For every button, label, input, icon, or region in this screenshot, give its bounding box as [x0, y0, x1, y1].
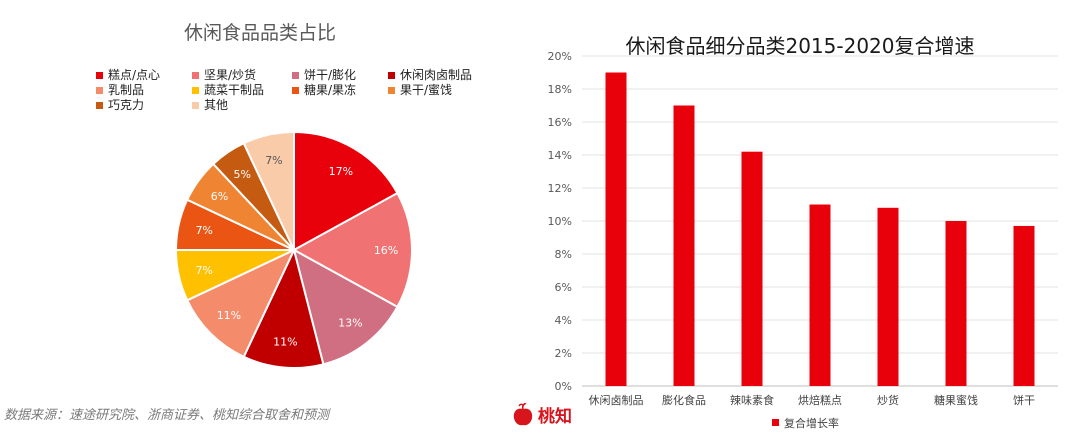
legend-item: 其他 — [192, 98, 228, 112]
pie-data-label: 7% — [265, 154, 282, 167]
pie-data-label: 17% — [329, 165, 353, 178]
bar — [605, 72, 627, 386]
bar-chart: 0% 2% 4% 6% 8% 10% 12% 14% 16% 18% 20% 休闲卤制品 膨化食品 辣味素… — [548, 50, 1058, 430]
legend-label: 饼干/膨化 — [304, 68, 357, 82]
bar — [877, 207, 899, 386]
y-tick-label: 0% — [555, 380, 572, 393]
pie-slice — [293, 130, 399, 252]
pie-chart: 17% 16% 13% 11% 11% 7% 7% 6% 5% 7% — [174, 130, 413, 369]
legend-swatch — [192, 86, 199, 94]
legend-label: 其他 — [204, 98, 229, 112]
x-tick-label: 糖果蜜饯 — [934, 393, 978, 407]
pie-data-label: 6% — [211, 190, 228, 203]
legend-swatch — [388, 86, 395, 94]
bar-chart-panel: 休闲食品细分品类2015-2020复合增速 0% 2% 4% 6% 8% 10% 12% 14… — [520, 0, 1080, 436]
legend-label: 果干/蜜饯 — [400, 83, 453, 97]
y-tick-label: 4% — [555, 314, 572, 327]
pie-slice — [292, 248, 399, 366]
legend-label: 乳制品 — [108, 83, 145, 97]
legend-label: 复合增长率 — [784, 416, 839, 430]
legend-item: 坚果/炒货 — [192, 68, 256, 82]
legend-label: 巧克力 — [108, 98, 145, 112]
legend-swatch — [96, 101, 103, 109]
legend-swatch — [292, 71, 299, 79]
pie-slice — [242, 130, 295, 251]
legend-item: 休闲肉卤制品 — [388, 68, 472, 82]
legend-swatch — [388, 71, 395, 79]
legend-label: 糖果/果冻 — [304, 83, 357, 97]
y-tick-label: 14% — [548, 149, 572, 162]
legend-item: 果干/蜜饯 — [388, 83, 452, 97]
pie-data-label: 16% — [374, 244, 398, 257]
y-tick-label: 18% — [548, 83, 572, 96]
pie-slice — [291, 191, 413, 309]
y-tick-label: 12% — [548, 182, 572, 195]
y-tick-label: 6% — [555, 281, 572, 294]
bar — [673, 105, 695, 386]
bar — [741, 151, 763, 386]
x-tick-label: 炒货 — [877, 393, 899, 407]
x-tick-label: 辣味素食 — [730, 393, 774, 407]
y-tick-label: 2% — [555, 347, 572, 360]
legend-label: 休闲肉卤制品 — [400, 68, 473, 82]
logo-text: 桃知 — [538, 407, 572, 427]
x-tick-label: 休闲卤制品 — [589, 393, 644, 407]
pie-chart-panel: 休闲食品品类占比 糕点/点心 坚果/炒货 饼干/膨化 休闲肉卤制品乳制品 蔬菜干制品 糖果… — [0, 0, 520, 400]
bar — [945, 221, 967, 386]
pie-data-label: 5% — [234, 168, 251, 181]
pie-chart-title: 休闲食品品类占比 — [183, 22, 336, 44]
legend-swatch — [96, 71, 103, 79]
legend-label: 蔬菜干制品 — [204, 83, 265, 97]
brand-logo: 桃知 — [512, 402, 572, 427]
pie-data-label: 7% — [195, 264, 212, 277]
legend-item: 巧克力 — [96, 98, 144, 112]
legend-label: 糕点/点心 — [108, 68, 161, 82]
y-tick-label: 10% — [548, 215, 572, 228]
pie-data-label: 11% — [217, 309, 241, 322]
legend-item: 饼干/膨化 — [292, 68, 356, 82]
peach-icon — [513, 402, 533, 425]
legend-swatch — [292, 86, 299, 94]
pie-data-label: 13% — [338, 317, 362, 330]
x-tick-label: 饼干 — [1013, 393, 1035, 407]
legend-swatch — [96, 86, 103, 94]
bar — [1013, 225, 1035, 386]
legend-swatch — [772, 419, 779, 426]
pie-data-label: 7% — [195, 224, 212, 237]
legend-item: 糖果/果冻 — [292, 83, 356, 97]
legend-item: 蔬菜干制品 — [192, 83, 264, 97]
y-tick-label: 8% — [555, 248, 572, 261]
legend-swatch — [192, 101, 199, 109]
y-tick-label: 20% — [548, 50, 572, 63]
legend-label: 坚果/炒货 — [204, 68, 257, 82]
pie-slice — [242, 247, 325, 369]
x-tick-label: 膨化食品 — [662, 393, 706, 407]
x-tick-label: 烘焙糕点 — [798, 393, 842, 407]
pie-data-label: 11% — [273, 336, 297, 349]
bar-chart-title: 休闲食品细分品类2015-2020复合增速 — [625, 34, 975, 58]
legend-item: 糕点/点心 — [96, 68, 160, 82]
legend-item: 乳制品 — [96, 83, 144, 97]
bar — [809, 204, 831, 386]
data-source-note: 数据来源：速途研究院、浙商证券、桃知综合取舍和预测 — [4, 408, 330, 423]
y-tick-label: 16% — [548, 116, 572, 129]
legend-swatch — [192, 71, 199, 79]
pie-slice — [185, 247, 297, 359]
